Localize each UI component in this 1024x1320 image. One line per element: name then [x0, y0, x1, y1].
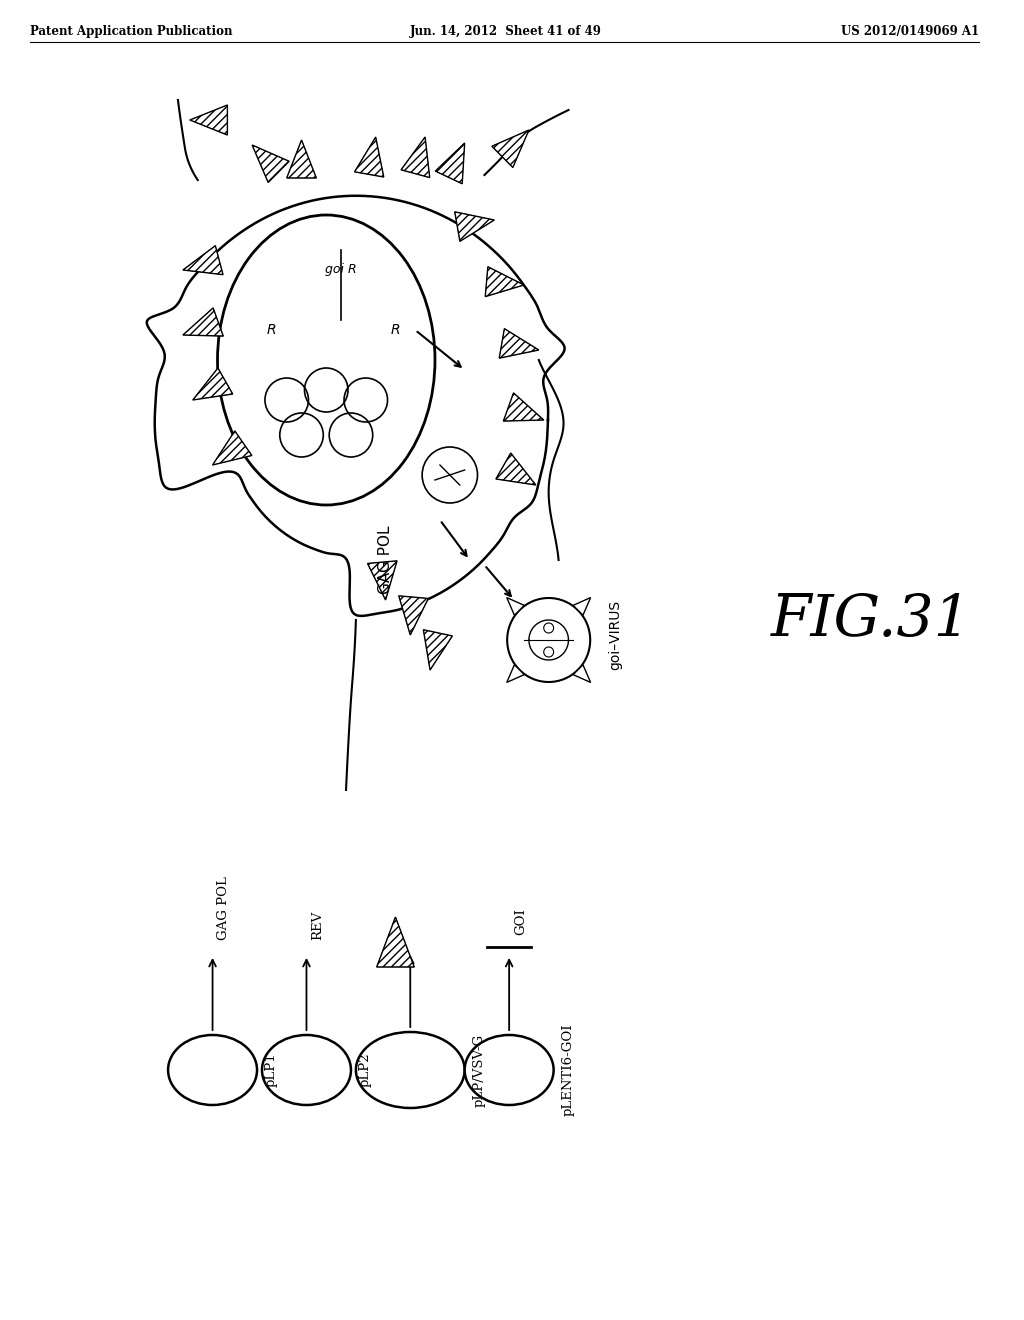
Text: R: R — [267, 323, 276, 337]
Ellipse shape — [465, 1035, 554, 1105]
Polygon shape — [368, 561, 397, 601]
Text: GAG POL: GAG POL — [378, 525, 393, 594]
Polygon shape — [401, 137, 430, 178]
Polygon shape — [435, 143, 465, 183]
Text: Jun. 14, 2012  Sheet 41 of 49: Jun. 14, 2012 Sheet 41 of 49 — [411, 25, 602, 38]
Polygon shape — [455, 211, 495, 242]
Text: pLP/VSV-G: pLP/VSV-G — [472, 1034, 485, 1106]
Ellipse shape — [356, 1032, 465, 1107]
Text: GOI: GOI — [514, 908, 527, 935]
Polygon shape — [500, 329, 539, 358]
Polygon shape — [423, 630, 453, 671]
Polygon shape — [183, 246, 223, 275]
Polygon shape — [287, 140, 316, 178]
Polygon shape — [354, 137, 384, 177]
Polygon shape — [507, 665, 524, 682]
Polygon shape — [377, 917, 415, 968]
Ellipse shape — [168, 1035, 257, 1105]
Circle shape — [544, 623, 554, 634]
Text: US 2012/0149069 A1: US 2012/0149069 A1 — [841, 25, 979, 38]
Polygon shape — [193, 368, 232, 400]
Text: goi R: goi R — [326, 264, 357, 276]
Polygon shape — [252, 145, 289, 182]
Text: pLP1: pLP1 — [265, 1052, 278, 1088]
Text: R: R — [390, 323, 400, 337]
Polygon shape — [507, 598, 524, 615]
Polygon shape — [496, 453, 536, 484]
Polygon shape — [189, 106, 227, 135]
Polygon shape — [573, 665, 591, 682]
Polygon shape — [492, 129, 529, 168]
Polygon shape — [213, 430, 252, 465]
Text: FIG.31: FIG.31 — [771, 591, 972, 648]
Text: REV: REV — [311, 911, 325, 940]
Ellipse shape — [262, 1035, 351, 1105]
Ellipse shape — [217, 215, 435, 506]
Circle shape — [544, 647, 554, 657]
Polygon shape — [183, 308, 223, 337]
Text: GAG POL: GAG POL — [217, 876, 230, 940]
Polygon shape — [485, 267, 524, 297]
Text: Patent Application Publication: Patent Application Publication — [30, 25, 232, 38]
Text: pLENTI6-GOI: pLENTI6-GOI — [561, 1024, 574, 1117]
Text: goi–VIRUS: goi–VIRUS — [608, 599, 622, 671]
Text: pLP2: pLP2 — [358, 1052, 372, 1088]
Polygon shape — [398, 595, 428, 635]
Polygon shape — [573, 598, 591, 615]
Polygon shape — [504, 393, 544, 421]
